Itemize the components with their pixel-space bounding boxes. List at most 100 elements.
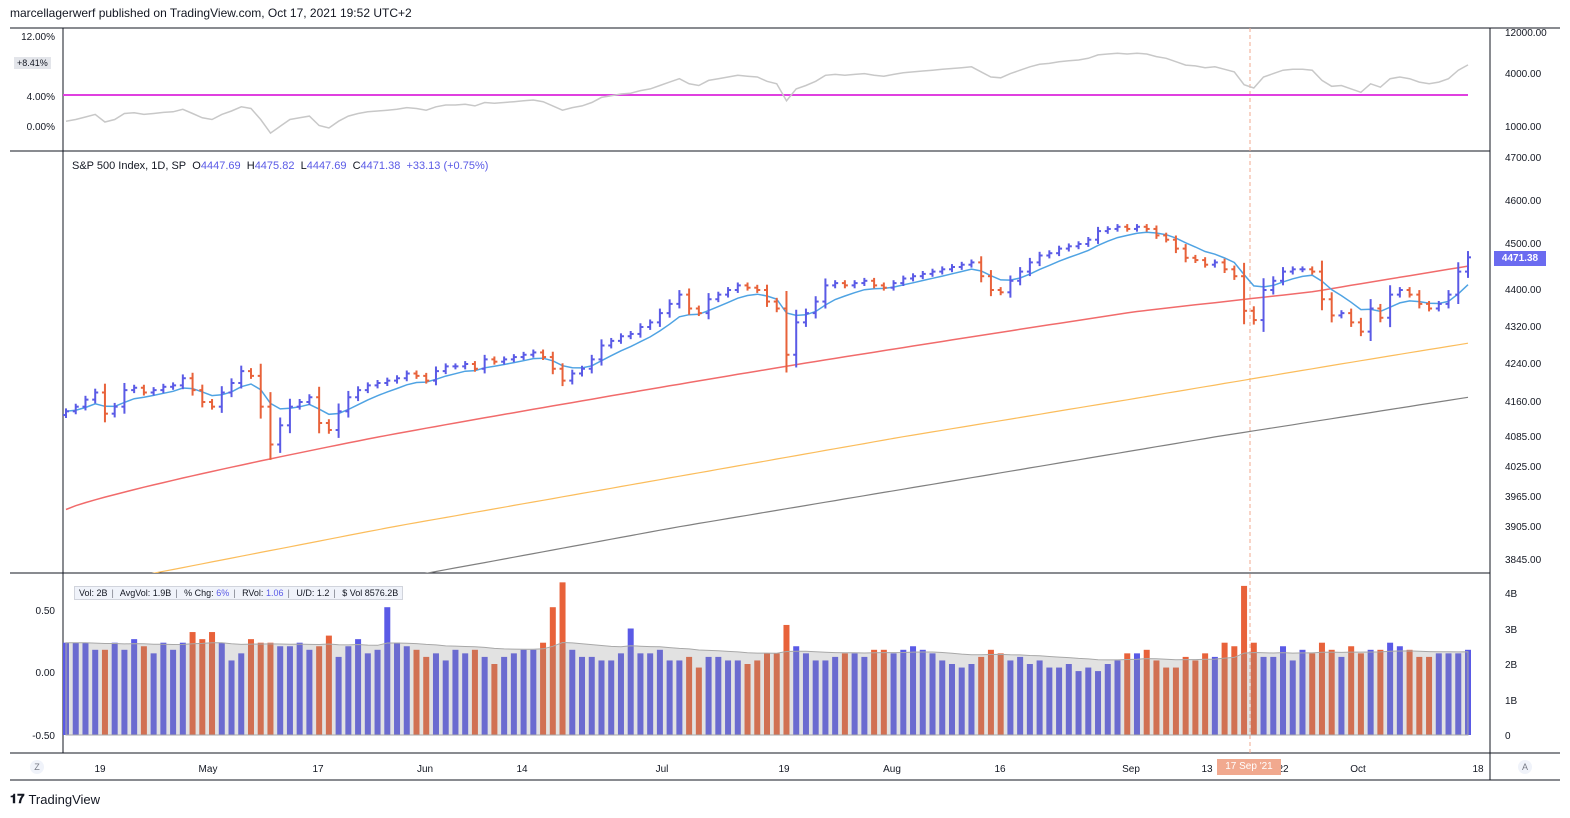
ohlc-bar bbox=[939, 266, 946, 275]
ohlc-bar bbox=[579, 365, 586, 377]
rs-right-tick: 1000.00 bbox=[1505, 122, 1542, 133]
volume-bar bbox=[306, 649, 313, 735]
ohlc-bar bbox=[247, 368, 254, 379]
volume-bar bbox=[501, 656, 508, 735]
ohlc-bar bbox=[1133, 224, 1140, 232]
volume-bar bbox=[1211, 656, 1218, 735]
volume-left-tick: 0.00 bbox=[36, 668, 56, 679]
time-axis-tick: 14 bbox=[516, 764, 528, 775]
ohlc-bar bbox=[1367, 299, 1374, 342]
volume-bar bbox=[1231, 646, 1238, 735]
ohlc-bar bbox=[1270, 276, 1277, 295]
ohlc-bar bbox=[1465, 251, 1471, 278]
volume-bar bbox=[588, 656, 595, 735]
ohlc-bar bbox=[1046, 250, 1053, 259]
volume-bar bbox=[617, 653, 624, 735]
ohlc-bar bbox=[1416, 290, 1423, 309]
ohlc-bar bbox=[754, 284, 761, 293]
ohlc-bar bbox=[403, 370, 410, 382]
time-axis-tick: Jun bbox=[417, 764, 433, 775]
volume-bar bbox=[286, 646, 293, 735]
volume-bar bbox=[812, 660, 819, 735]
ohlc-bar bbox=[588, 354, 595, 374]
ohlc-bar bbox=[1338, 310, 1345, 319]
volume-bar bbox=[316, 646, 323, 735]
volume-bar bbox=[1143, 649, 1150, 735]
ohlc-bar bbox=[851, 280, 858, 289]
rs-right-tick: 12000.00 bbox=[1505, 28, 1547, 39]
volume-bar bbox=[432, 653, 439, 735]
ohlc-bar bbox=[131, 384, 138, 394]
volume-bar bbox=[851, 653, 858, 735]
time-axis-tick: Oct bbox=[1350, 764, 1366, 775]
volume-bar bbox=[403, 646, 410, 735]
volume-bar bbox=[705, 656, 712, 735]
ohlc-bar bbox=[832, 280, 839, 289]
volume-bar bbox=[1445, 653, 1452, 735]
volume-bar bbox=[364, 653, 371, 735]
ohlc-bar bbox=[978, 256, 985, 283]
ohlc-bar bbox=[617, 333, 624, 344]
ohlc-bar bbox=[1250, 306, 1257, 325]
volume-bar bbox=[442, 660, 449, 735]
time-axis-tick: Jul bbox=[656, 764, 669, 775]
ohlc-bar bbox=[1075, 241, 1082, 250]
ohlc-bar bbox=[647, 319, 654, 330]
volume-bar bbox=[1241, 585, 1248, 735]
ohlc-bar bbox=[1309, 266, 1316, 275]
ohlc-bar bbox=[1426, 300, 1433, 312]
volume-bar bbox=[131, 639, 138, 735]
volume-right-tick: 3B bbox=[1505, 625, 1518, 636]
ohlc-bar bbox=[1124, 224, 1131, 232]
ohlc-bar bbox=[686, 288, 693, 315]
ma200-line bbox=[424, 396, 1469, 573]
time-axis-tick: May bbox=[199, 764, 218, 775]
volume-bar bbox=[530, 649, 537, 735]
ohlc-bar bbox=[948, 264, 955, 273]
volume-bar bbox=[257, 642, 264, 735]
auto-scale-button[interactable]: A bbox=[1518, 760, 1532, 774]
ohlc-bar bbox=[394, 375, 401, 384]
ohlc-bar bbox=[1065, 243, 1072, 252]
ohlc-bar bbox=[900, 275, 907, 286]
ohlc-bar bbox=[189, 372, 196, 396]
volume-bar bbox=[1289, 660, 1296, 735]
ohlc-bar bbox=[423, 372, 430, 384]
volume-bar bbox=[608, 660, 615, 735]
volume-right-tick: 2B bbox=[1505, 660, 1518, 671]
ohlc-bar bbox=[666, 299, 673, 318]
volume-bar bbox=[802, 653, 809, 735]
price-axis-tick: 3845.00 bbox=[1505, 555, 1542, 566]
price-axis-tick: 4600.00 bbox=[1505, 196, 1542, 207]
vol-value: 2B bbox=[96, 588, 108, 598]
ohlc-bar bbox=[608, 337, 615, 349]
ohlc-bar bbox=[919, 271, 926, 280]
volume-bar bbox=[656, 649, 663, 735]
ohlc-bar bbox=[257, 363, 264, 419]
volume-bar bbox=[471, 649, 478, 735]
volume-bar bbox=[345, 646, 352, 735]
volume-bar bbox=[549, 607, 556, 735]
volume-bar bbox=[1426, 656, 1433, 735]
price-pane bbox=[63, 224, 1471, 573]
ohlc-bar bbox=[1056, 245, 1063, 257]
volume-bar bbox=[783, 624, 790, 735]
timezone-button[interactable]: Z bbox=[30, 760, 44, 774]
volume-bar bbox=[1435, 653, 1442, 735]
volume-bar bbox=[1260, 656, 1267, 735]
price-axis-tick: 4320.00 bbox=[1505, 322, 1542, 333]
ohlc-bar bbox=[296, 399, 303, 410]
volume-bar bbox=[987, 649, 994, 735]
time-axis-tick: Sep bbox=[1122, 764, 1140, 775]
volume-bar bbox=[1348, 646, 1355, 735]
volume-bar bbox=[1406, 649, 1413, 735]
ohlc-bar bbox=[121, 382, 128, 414]
time-axis-tick: 18 bbox=[1472, 764, 1484, 775]
volume-right-tick: 1B bbox=[1505, 696, 1518, 707]
ohlc-bar bbox=[744, 282, 751, 291]
volume-bar bbox=[1299, 649, 1306, 735]
ohlc-bar bbox=[822, 278, 829, 309]
ohlc-bar bbox=[520, 351, 527, 360]
rs-left-tick: 12.00% bbox=[21, 32, 55, 43]
